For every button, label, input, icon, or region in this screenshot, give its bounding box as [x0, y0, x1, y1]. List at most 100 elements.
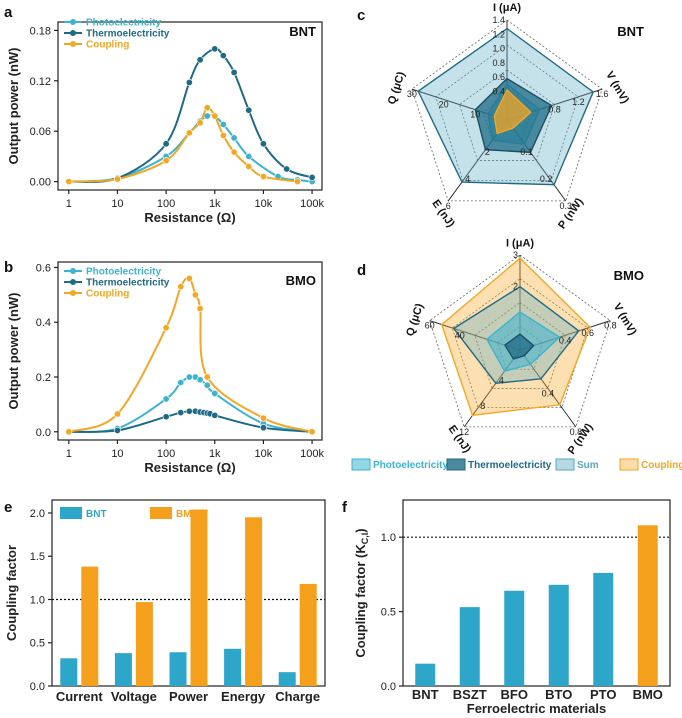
data-point-photoelectricity — [162, 395, 170, 403]
x-tick-label: Voltage — [111, 689, 157, 704]
y-tick-label: 0.6 — [36, 262, 51, 274]
radar-tick-label: 1.2 — [572, 97, 585, 107]
radar-area-thermoelectricity — [504, 333, 535, 360]
radar-tick-label: 0.4 — [559, 335, 572, 345]
radar-tick-label: 60 — [425, 321, 435, 331]
y-tick-label: 0.2 — [36, 372, 51, 384]
data-point-thermoelectricity — [308, 173, 316, 181]
radar-tick-label: 2 — [485, 147, 490, 157]
panel-label-f: f — [342, 499, 348, 516]
panel-label-e: e — [4, 499, 12, 516]
panel-label-c: c — [357, 7, 365, 24]
legend-label: Coupling — [641, 460, 682, 471]
data-point-photoelectricity — [245, 152, 253, 160]
x-tick-label: 1k — [209, 448, 221, 460]
radar-grid-ring — [411, 19, 603, 202]
data-point-thermoelectricity — [185, 407, 193, 415]
data-point-coupling — [162, 324, 170, 332]
legend-label: Photoelectricity — [86, 267, 161, 278]
data-point-thermoelectricity — [211, 45, 219, 53]
data-point-coupling — [219, 131, 227, 139]
radar-axis-label: Q (μC) — [404, 302, 426, 338]
radar-tick-label: 4 — [465, 174, 470, 184]
x-tick-label: 1 — [66, 198, 72, 210]
legend-marker — [70, 19, 76, 25]
bar-bnt — [224, 648, 242, 686]
panel-a-line-chart: 1 10 100 1k 10k 100k 0.00 0.06 0.12 0.18 Resistanc… — [6, 18, 324, 226]
data-point-coupling — [113, 175, 121, 183]
bar-bmo — [637, 525, 658, 686]
panel-d-radar-chart: 23I (μA)0.40.60.8V (mV)0.40.8P (nW)4812E… — [404, 238, 644, 457]
bar-bmo — [135, 602, 153, 686]
y-tick-label: 0.0 — [36, 427, 51, 439]
radar-tick-label: 0.8 — [570, 427, 583, 437]
legend-marker — [70, 30, 76, 36]
data-point-thermoelectricity — [259, 140, 267, 148]
y-tick-label: 0.5 — [381, 607, 396, 619]
series-line-thermoelectricity — [68, 47, 313, 184]
radar-axis-label: V (mV) — [603, 69, 631, 105]
legend-label: Coupling — [86, 289, 129, 300]
data-point-coupling — [230, 148, 238, 156]
panel-b-line-chart: 1 10 100 1k 10k 100k 0.0 0.2 0.4 0.6 Resistance (Ω… — [6, 261, 324, 475]
data-point-photoelectricity — [203, 381, 211, 389]
panel-c-radar-chart: 0.4 0.6 0.8 1.0 1.2 1.4I (μA) 0.8 1.2 1.6V (mV) 0… — [386, 2, 644, 231]
data-point-photoelectricity — [196, 376, 204, 384]
y-tick-label: 0.00 — [30, 177, 51, 189]
plot-frame — [51, 499, 326, 687]
radar-tick-label: 0.3 — [560, 201, 573, 211]
bar-bszt — [459, 607, 480, 686]
y-axis-label: Output power (nW) — [6, 293, 21, 410]
legend-label: Photoelectricity — [86, 18, 161, 29]
radar-legend: Photoelectricity Thermoelectricity Sum Coup… — [351, 458, 682, 471]
data-point-thermoelectricity — [230, 68, 238, 76]
data-point-coupling — [185, 129, 193, 137]
radar-tick-label: 4 — [499, 376, 504, 386]
x-tick-label: BFO — [501, 687, 528, 702]
radar-tick-label: 20 — [439, 99, 449, 109]
data-point-photoelectricity — [219, 120, 227, 128]
bar-bfo — [504, 590, 525, 686]
x-tick-label: 10k — [255, 448, 273, 460]
bar-bnt — [60, 658, 78, 686]
panel-label-a: a — [4, 4, 13, 21]
data-point-thermoelectricity — [185, 78, 193, 86]
data-point-coupling — [196, 305, 204, 313]
x-tick-label: BMO — [633, 687, 663, 702]
panel-f-bar-chart: 0.0 0.5 1.0 BNT BSZT BFO BTO PTO BMO Ferroelectri… — [353, 499, 671, 716]
data-point-coupling — [308, 428, 316, 436]
plot-frame — [402, 499, 671, 687]
data-point-coupling — [65, 428, 73, 436]
radar-grid-ring — [435, 44, 579, 182]
panel-label-d: d — [357, 262, 366, 279]
radar-area-coupling — [493, 88, 532, 135]
y-axis-label-main: Coupling factor (K — [353, 544, 368, 658]
chart-title: BNT — [617, 24, 644, 39]
data-point-coupling — [177, 283, 185, 291]
data-point-photoelectricity — [211, 389, 219, 397]
radar-tick-label: 10 — [470, 110, 480, 120]
data-point-thermoelectricity — [162, 140, 170, 148]
data-point-coupling — [203, 104, 211, 112]
radar-tick-label: 0.2 — [540, 174, 553, 184]
data-point-coupling — [245, 162, 253, 170]
data-point-photoelectricity — [230, 134, 238, 142]
data-point-coupling — [211, 112, 219, 120]
x-tick-label: 10 — [111, 448, 123, 460]
x-tick-label: 100k — [300, 448, 324, 460]
bar-bmo — [81, 566, 99, 686]
y-tick-label: 1.0 — [30, 594, 45, 606]
data-point-photoelectricity — [185, 373, 193, 381]
radar-tick-label: 1.4 — [492, 15, 505, 25]
chart-title: BMO — [286, 273, 316, 288]
data-point-thermoelectricity — [113, 426, 121, 434]
radar-tick-label: 0.8 — [548, 105, 561, 115]
x-axis-label: Ferroelectric materials — [467, 701, 606, 716]
bar-bnt — [415, 663, 436, 686]
radar-tick-label: 30 — [407, 89, 417, 99]
y-tick-label: 0.06 — [30, 126, 51, 138]
x-tick-label: 1k — [209, 198, 221, 210]
data-point-thermoelectricity — [162, 413, 170, 421]
legend-swatch — [60, 507, 82, 519]
data-point-photoelectricity — [177, 378, 185, 386]
